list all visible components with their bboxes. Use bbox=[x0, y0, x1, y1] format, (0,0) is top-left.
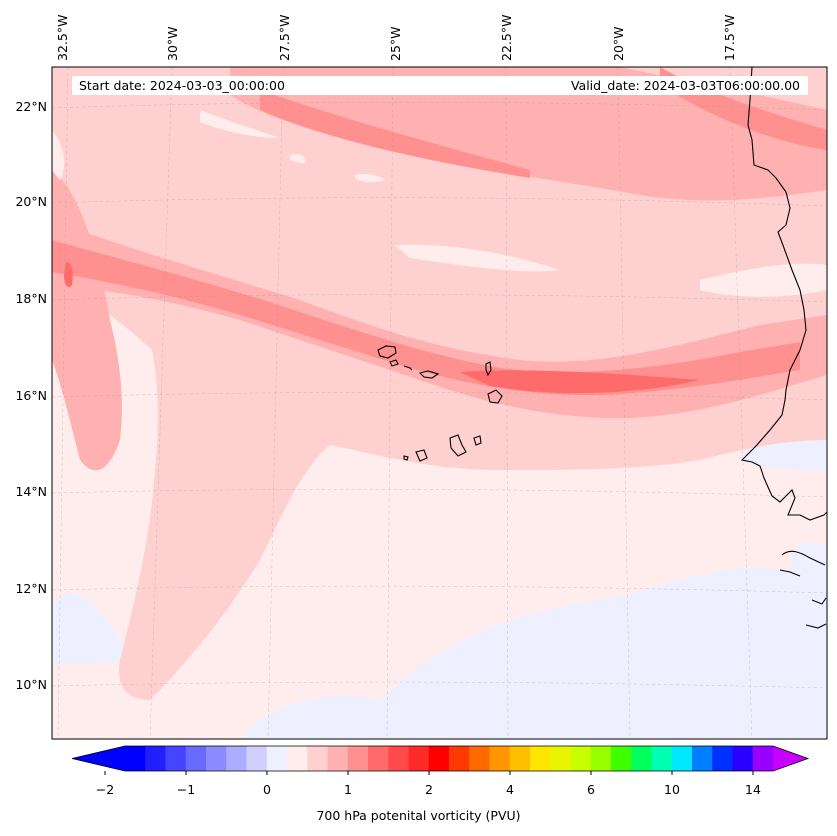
colorbar-tick-label: 4 bbox=[506, 782, 514, 797]
colorbar-segment bbox=[428, 746, 450, 771]
lat-label: 10°N bbox=[15, 677, 47, 692]
colorbar-segment bbox=[530, 746, 551, 771]
colorbar-segment bbox=[570, 746, 592, 771]
valid-date-label: Valid_date: 2024-03-03T06:00:00.00 bbox=[570, 78, 800, 93]
colorbar-segment bbox=[347, 746, 369, 771]
coastline bbox=[740, 67, 827, 629]
colorbar-segment bbox=[489, 746, 511, 771]
colorbar-ticks: −2 −1 0 1 2 4 6 10 14 bbox=[96, 782, 761, 797]
colorbar-tick-label: 14 bbox=[745, 782, 761, 797]
colorbar-segment bbox=[145, 746, 167, 771]
colorbar-segment bbox=[509, 746, 531, 771]
colorbar-segment bbox=[287, 746, 308, 771]
colorbar-segment bbox=[752, 746, 774, 771]
lat-label: 14°N bbox=[15, 484, 47, 499]
lat-label: 18°N bbox=[15, 291, 47, 306]
map-frame bbox=[51, 66, 828, 740]
colorbar-tick-label: 1 bbox=[344, 782, 352, 797]
colorbar-segment bbox=[550, 746, 572, 771]
colorbar-segment bbox=[692, 746, 713, 771]
lon-label: 25°W bbox=[388, 26, 403, 61]
colorbar-segment bbox=[611, 746, 632, 771]
colorbar-segment bbox=[651, 746, 673, 771]
cabo-verde-islands bbox=[377, 345, 503, 462]
colorbar-tick-label: 2 bbox=[425, 782, 433, 797]
colorbar-label: 700 hPa potenital vorticity (PVU) bbox=[316, 808, 521, 823]
info-box bbox=[72, 76, 808, 95]
colorbar-segment bbox=[449, 746, 470, 771]
lat-label: 20°N bbox=[15, 194, 47, 209]
lat-label: 16°N bbox=[15, 388, 47, 403]
colorbar-segment bbox=[185, 746, 207, 771]
lon-label: 32.5°W bbox=[55, 15, 70, 61]
colorbar-tick-label: −2 bbox=[96, 782, 114, 797]
latitude-labels: 22°N 20°N 18°N 16°N 14°N 12°N 10°N bbox=[15, 99, 47, 692]
colorbar-segment bbox=[631, 746, 653, 771]
start-date-label: Start date: 2024-03-03_00:00:00 bbox=[79, 78, 285, 93]
colorbar-extend-min bbox=[72, 746, 125, 771]
colorbar bbox=[71, 745, 810, 775]
colorbar-outline bbox=[71, 745, 810, 772]
lon-label: 27.5°W bbox=[277, 15, 292, 61]
colorbar-segment bbox=[671, 746, 693, 771]
colorbar-segment bbox=[246, 746, 268, 771]
lon-label: 17.5°W bbox=[722, 15, 737, 61]
colorbar-segment bbox=[388, 746, 410, 771]
pv-contour-field bbox=[52, 67, 827, 739]
colorbar-tick-label: 6 bbox=[587, 782, 595, 797]
colorbar-segment bbox=[125, 746, 146, 771]
colorbar-segment bbox=[712, 746, 734, 771]
colorbar-tick-label: 10 bbox=[664, 782, 680, 797]
colorbar-segment bbox=[327, 746, 349, 771]
colorbar-segment bbox=[469, 746, 491, 771]
lon-label: 30°W bbox=[165, 26, 180, 61]
lat-label: 22°N bbox=[15, 99, 47, 114]
lat-label: 12°N bbox=[15, 581, 47, 596]
colorbar-segment bbox=[226, 746, 248, 771]
longitude-labels: 32.5°W 30°W 27.5°W 25°W 22.5°W 20°W 17.5… bbox=[55, 15, 737, 61]
colorbar-segment bbox=[368, 746, 389, 771]
colorbar-segment bbox=[408, 746, 430, 771]
colorbar-segment bbox=[206, 746, 227, 771]
colorbar-segment bbox=[165, 746, 187, 771]
lon-label: 22.5°W bbox=[499, 15, 514, 61]
colorbar-tick-label: −1 bbox=[177, 782, 195, 797]
colorbar-tick-label: 0 bbox=[263, 782, 271, 797]
colorbar-segment bbox=[266, 746, 288, 771]
colorbar-extend-max bbox=[773, 746, 808, 771]
colorbar-segment bbox=[732, 746, 754, 771]
colorbar-segment bbox=[307, 746, 329, 771]
gridlines bbox=[52, 67, 827, 739]
colorbar-segment bbox=[590, 746, 612, 771]
lon-label: 20°W bbox=[611, 26, 626, 61]
